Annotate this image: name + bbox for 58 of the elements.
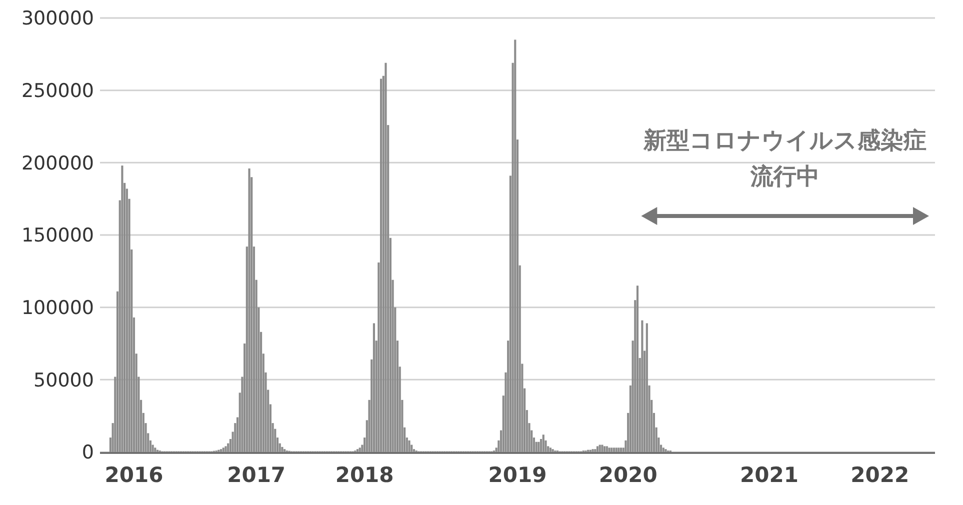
bar — [601, 444, 604, 452]
bar — [608, 448, 610, 452]
bar — [662, 448, 664, 452]
bar — [121, 166, 124, 452]
bar — [281, 446, 284, 452]
x-tick-label: 2018 — [335, 463, 394, 487]
bar — [154, 448, 156, 452]
bar — [620, 448, 622, 452]
bar — [380, 78, 382, 452]
bar — [604, 446, 606, 452]
bar — [592, 449, 594, 452]
bar — [542, 434, 544, 452]
x-tick-label: 2017 — [227, 463, 286, 487]
bar — [618, 448, 620, 452]
bar — [664, 449, 667, 452]
bar — [598, 444, 601, 452]
bar — [594, 449, 596, 452]
bar — [356, 449, 359, 452]
bar — [222, 448, 224, 452]
bar — [646, 323, 648, 452]
bar — [636, 286, 639, 452]
bar — [612, 448, 616, 452]
x-tick-label: 2016 — [104, 463, 164, 487]
y-tick-label: 0 — [82, 442, 94, 464]
bar — [408, 440, 410, 452]
bar — [358, 448, 361, 452]
y-tick-label: 250000 — [21, 80, 94, 102]
bar — [152, 444, 154, 452]
annotation: 新型コロナウイルス感染症 — [642, 127, 927, 154]
bar — [641, 320, 644, 452]
bar — [220, 449, 222, 452]
bar — [514, 40, 516, 452]
bar — [372, 323, 376, 452]
annotation: 流行中 — [750, 163, 820, 190]
bar — [248, 168, 250, 452]
y-tick-label: 150000 — [21, 224, 94, 247]
bar — [535, 442, 538, 452]
bar — [596, 446, 599, 452]
bar — [549, 448, 552, 452]
y-tick-label: 200000 — [21, 152, 94, 174]
bar — [224, 446, 227, 452]
bar — [610, 448, 613, 452]
x-tick-label: 2022 — [850, 463, 910, 487]
bar — [410, 444, 413, 452]
y-tick-label: 100000 — [21, 296, 94, 319]
x-tick-label: 2020 — [598, 463, 658, 487]
bar — [384, 62, 387, 452]
bar — [606, 446, 608, 452]
y-tick-label: 50000 — [34, 369, 94, 392]
bar — [540, 438, 542, 452]
x-tick-label: 2019 — [488, 463, 547, 487]
bar — [615, 448, 618, 452]
bar — [538, 442, 540, 452]
bar — [552, 449, 554, 452]
bar — [412, 449, 416, 452]
x-tick-label: 2021 — [740, 463, 798, 487]
bar — [227, 443, 230, 452]
y-tick-label: 300000 — [21, 8, 94, 30]
